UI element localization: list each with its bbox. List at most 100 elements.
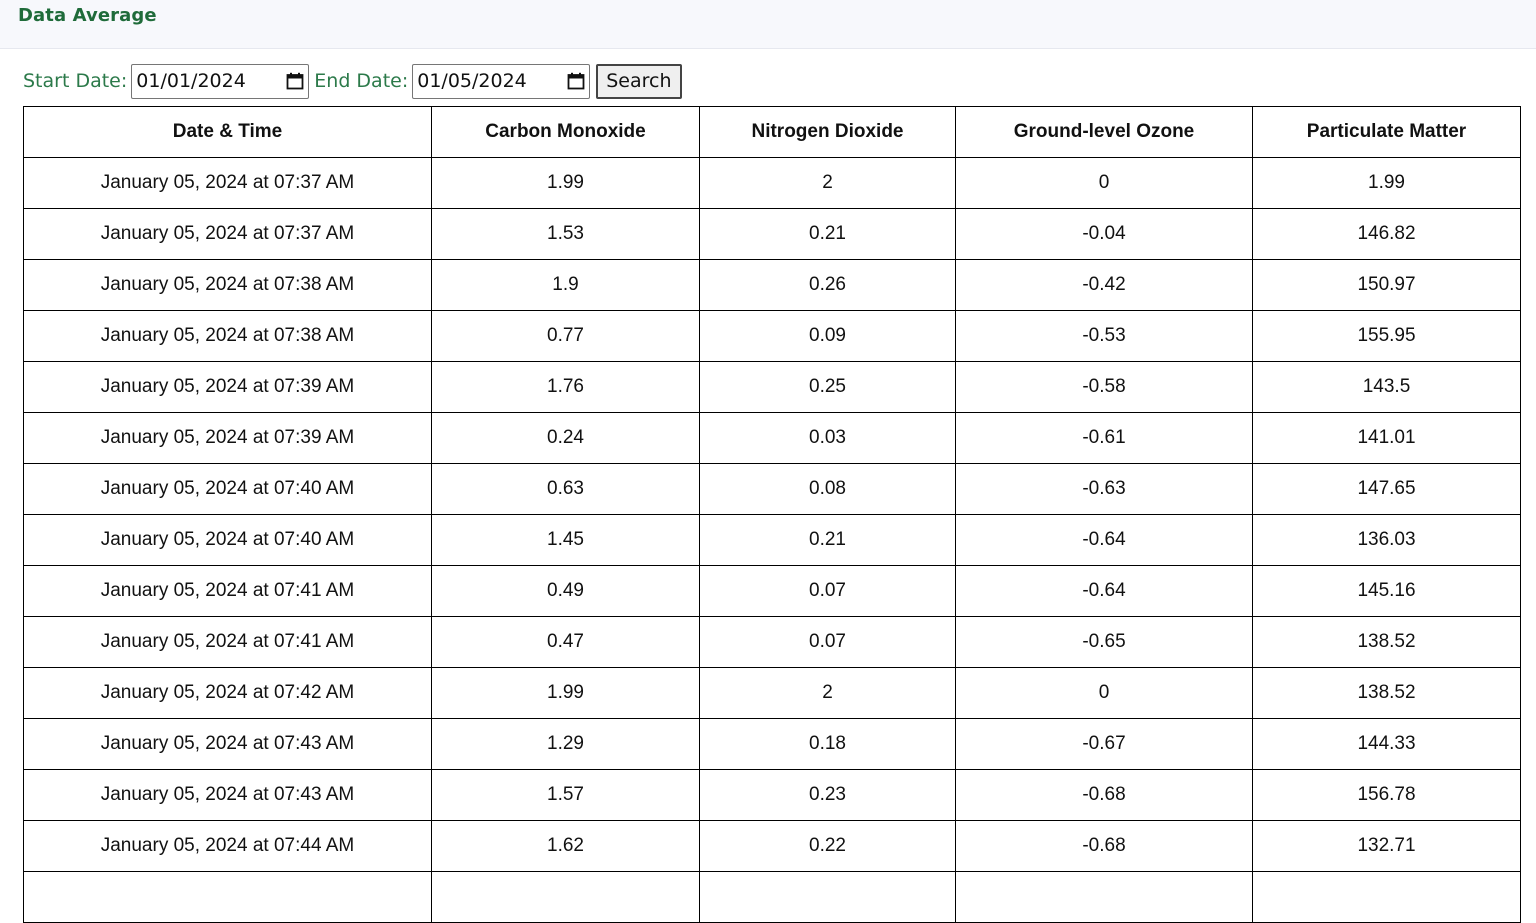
end-date-label: End Date: xyxy=(314,70,409,92)
cell-datetime xyxy=(23,871,432,923)
cell-nitrogen-dioxide: 2 xyxy=(699,157,956,209)
cell-ozone: -0.61 xyxy=(955,412,1253,464)
cell-datetime: January 05, 2024 at 07:44 AM xyxy=(23,820,432,872)
cell-particulate-matter: 138.52 xyxy=(1252,616,1521,668)
cell-particulate-matter: 138.52 xyxy=(1252,667,1521,719)
cell-nitrogen-dioxide: 0.21 xyxy=(699,208,956,260)
cell-carbon-monoxide: 1.62 xyxy=(431,820,700,872)
table-row: January 05, 2024 at 07:37 AM 1.99 2 0 1.99 xyxy=(23,157,1521,209)
table-row: January 05, 2024 at 07:39 AM 0.24 0.03 -0.6… xyxy=(23,412,1521,464)
cell-carbon-monoxide: 0.47 xyxy=(431,616,700,668)
cell-ozone: -0.64 xyxy=(955,514,1253,566)
start-date-label: Start Date: xyxy=(23,70,128,92)
cell-nitrogen-dioxide: 2 xyxy=(699,667,956,719)
cell-particulate-matter: 132.71 xyxy=(1252,820,1521,872)
cell-datetime: January 05, 2024 at 07:41 AM xyxy=(23,616,432,668)
column-header-particulate-matter: Particulate Matter xyxy=(1252,106,1521,158)
cell-nitrogen-dioxide: 0.18 xyxy=(699,718,956,770)
cell-nitrogen-dioxide: 0.23 xyxy=(699,769,956,821)
date-filter-form: Start Date: 01/01/2024 End Date: 01/05/2… xyxy=(23,63,682,99)
cell-particulate-matter: 1.99 xyxy=(1252,157,1521,209)
cell-particulate-matter xyxy=(1252,871,1521,923)
start-date-value[interactable]: 01/01/2024 xyxy=(136,70,246,92)
cell-carbon-monoxide: 1.53 xyxy=(431,208,700,260)
column-header-nitrogen-dioxide: Nitrogen Dioxide xyxy=(699,106,956,158)
table-row: January 05, 2024 at 07:41 AM 0.49 0.07 -0.6… xyxy=(23,565,1521,617)
cell-particulate-matter: 155.95 xyxy=(1252,310,1521,362)
calendar-icon[interactable] xyxy=(286,72,304,90)
cell-particulate-matter: 143.5 xyxy=(1252,361,1521,413)
table-row: January 05, 2024 at 07:39 AM 1.76 0.25 -0.5… xyxy=(23,361,1521,413)
table-body: January 05, 2024 at 07:37 AM 1.99 2 0 1.99 Ja… xyxy=(23,157,1521,923)
cell-ozone: 0 xyxy=(955,157,1253,209)
cell-carbon-monoxide: 0.24 xyxy=(431,412,700,464)
end-date-value[interactable]: 01/05/2024 xyxy=(417,70,527,92)
cell-carbon-monoxide: 1.57 xyxy=(431,769,700,821)
cell-ozone xyxy=(955,871,1253,923)
column-header-datetime: Date & Time xyxy=(23,106,432,158)
cell-carbon-monoxide: 1.99 xyxy=(431,157,700,209)
table-row: January 05, 2024 at 07:43 AM 1.29 0.18 -0.6… xyxy=(23,718,1521,770)
cell-ozone: -0.67 xyxy=(955,718,1253,770)
cell-datetime: January 05, 2024 at 07:41 AM xyxy=(23,565,432,617)
cell-datetime: January 05, 2024 at 07:43 AM xyxy=(23,718,432,770)
column-header-ozone: Ground-level Ozone xyxy=(955,106,1253,158)
cell-ozone: -0.42 xyxy=(955,259,1253,311)
cell-particulate-matter: 156.78 xyxy=(1252,769,1521,821)
table-row: January 05, 2024 at 07:38 AM 1.9 0.26 -0.42… xyxy=(23,259,1521,311)
cell-ozone: -0.68 xyxy=(955,820,1253,872)
cell-carbon-monoxide: 0.63 xyxy=(431,463,700,515)
cell-particulate-matter: 150.97 xyxy=(1252,259,1521,311)
page-title: Data Average xyxy=(18,5,157,26)
table-row: January 05, 2024 at 07:37 AM 1.53 0.21 -0.0… xyxy=(23,208,1521,260)
calendar-icon[interactable] xyxy=(567,72,585,90)
table-row: January 05, 2024 at 07:40 AM 1.45 0.21 -0.6… xyxy=(23,514,1521,566)
cell-datetime: January 05, 2024 at 07:38 AM xyxy=(23,310,432,362)
cell-carbon-monoxide: 0.49 xyxy=(431,565,700,617)
cell-datetime: January 05, 2024 at 07:40 AM xyxy=(23,463,432,515)
cell-carbon-monoxide: 0.77 xyxy=(431,310,700,362)
table-row: January 05, 2024 at 07:40 AM 0.63 0.08 -0.6… xyxy=(23,463,1521,515)
table-row: January 05, 2024 at 07:41 AM 0.47 0.07 -0.6… xyxy=(23,616,1521,668)
cell-ozone: -0.58 xyxy=(955,361,1253,413)
column-header-carbon-monoxide: Carbon Monoxide xyxy=(431,106,700,158)
cell-carbon-monoxide: 1.9 xyxy=(431,259,700,311)
cell-ozone: -0.65 xyxy=(955,616,1253,668)
start-date-input[interactable]: 01/01/2024 xyxy=(131,63,310,99)
cell-nitrogen-dioxide: 0.09 xyxy=(699,310,956,362)
cell-ozone: -0.04 xyxy=(955,208,1253,260)
cell-ozone: -0.63 xyxy=(955,463,1253,515)
table-row: January 05, 2024 at 07:38 AM 0.77 0.09 -0.5… xyxy=(23,310,1521,362)
cell-nitrogen-dioxide: 0.25 xyxy=(699,361,956,413)
cell-ozone: -0.64 xyxy=(955,565,1253,617)
cell-ozone: -0.53 xyxy=(955,310,1253,362)
cell-datetime: January 05, 2024 at 07:42 AM xyxy=(23,667,432,719)
cell-carbon-monoxide: 1.29 xyxy=(431,718,700,770)
search-button[interactable]: Search xyxy=(596,63,682,99)
cell-datetime: January 05, 2024 at 07:38 AM xyxy=(23,259,432,311)
cell-carbon-monoxide xyxy=(431,871,700,923)
end-date-input[interactable]: 01/05/2024 xyxy=(412,63,591,99)
cell-carbon-monoxide: 1.76 xyxy=(431,361,700,413)
cell-nitrogen-dioxide: 0.07 xyxy=(699,565,956,617)
data-table-container: Date & Time Carbon Monoxide Nitrogen Dio… xyxy=(23,106,1521,923)
cell-ozone: -0.68 xyxy=(955,769,1253,821)
cell-datetime: January 05, 2024 at 07:39 AM xyxy=(23,412,432,464)
cell-nitrogen-dioxide: 0.08 xyxy=(699,463,956,515)
cell-datetime: January 05, 2024 at 07:43 AM xyxy=(23,769,432,821)
cell-particulate-matter: 146.82 xyxy=(1252,208,1521,260)
cell-particulate-matter: 144.33 xyxy=(1252,718,1521,770)
table-row: January 05, 2024 at 07:44 AM 1.62 0.22 -0.6… xyxy=(23,820,1521,872)
cell-particulate-matter: 141.01 xyxy=(1252,412,1521,464)
cell-particulate-matter: 147.65 xyxy=(1252,463,1521,515)
cell-datetime: January 05, 2024 at 07:39 AM xyxy=(23,361,432,413)
cell-particulate-matter: 145.16 xyxy=(1252,565,1521,617)
top-bar: Data Average xyxy=(0,0,1536,49)
cell-nitrogen-dioxide: 0.21 xyxy=(699,514,956,566)
cell-nitrogen-dioxide: 0.03 xyxy=(699,412,956,464)
cell-nitrogen-dioxide: 0.22 xyxy=(699,820,956,872)
data-table: Date & Time Carbon Monoxide Nitrogen Dio… xyxy=(23,106,1521,923)
cell-nitrogen-dioxide: 0.26 xyxy=(699,259,956,311)
cell-carbon-monoxide: 1.45 xyxy=(431,514,700,566)
cell-nitrogen-dioxide xyxy=(699,871,956,923)
